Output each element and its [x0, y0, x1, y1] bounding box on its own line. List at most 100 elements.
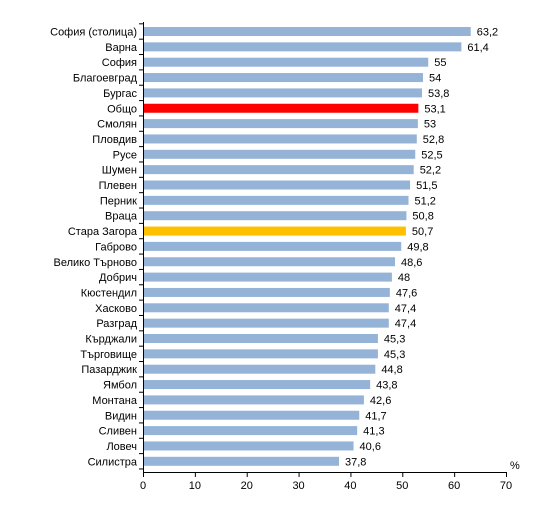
category-label: Видин — [105, 410, 137, 422]
bar — [144, 410, 360, 420]
data-label: 61,4 — [467, 42, 488, 54]
category-label: Враца — [105, 211, 138, 223]
category-label: Смолян — [97, 119, 137, 131]
x-tick-label: 50 — [396, 480, 408, 492]
bar — [144, 456, 340, 466]
category-label: Бургас — [103, 88, 137, 100]
data-label: 48,6 — [401, 257, 422, 269]
category-label: София (столица) — [50, 27, 137, 39]
data-label: 43,8 — [376, 380, 397, 392]
category-label: Монтана — [92, 395, 138, 407]
bar — [144, 303, 389, 313]
bar — [144, 334, 378, 343]
data-label: 47,4 — [395, 303, 416, 315]
data-label: 52,8 — [423, 134, 444, 146]
data-label: 51,2 — [415, 195, 436, 207]
data-label: 37,8 — [345, 456, 366, 468]
data-label: 53 — [424, 119, 436, 131]
bar — [144, 42, 462, 52]
category-label: Русе — [113, 149, 137, 161]
category-label: Пазарджик — [81, 364, 137, 376]
category-labels: София (столица) Варна София Благоевград Бург… — [50, 27, 138, 469]
category-label: Търговище — [80, 349, 137, 361]
category-label: Кърджали — [85, 334, 137, 346]
bars-layer — [144, 27, 471, 466]
category-label: Варна — [105, 42, 138, 54]
bar — [144, 272, 392, 282]
category-label: Благоевград — [73, 73, 138, 85]
data-label: 53,1 — [424, 103, 445, 115]
category-label: Ловеч — [106, 441, 137, 453]
x-tick-label: 0 — [140, 480, 146, 492]
bar — [144, 211, 407, 221]
category-label: Шумен — [102, 165, 137, 177]
data-label: 49,8 — [407, 241, 428, 253]
bar — [144, 318, 389, 328]
bar — [144, 241, 402, 251]
bar — [144, 226, 406, 236]
bar — [144, 88, 422, 98]
category-label: Сливен — [99, 426, 137, 438]
data-label: 47,6 — [396, 287, 417, 299]
data-label: 50,8 — [412, 211, 433, 223]
bar — [144, 57, 429, 67]
category-label: Разград — [96, 318, 137, 330]
category-label: Силистра — [88, 456, 138, 468]
bar — [144, 257, 396, 267]
x-axis: 0 10 20 30 40 50 60 70% — [139, 22, 520, 492]
bar — [144, 103, 419, 113]
bar — [144, 349, 378, 359]
category-label: Перник — [100, 195, 137, 207]
category-label: София — [102, 57, 137, 69]
x-tick-label: 30 — [292, 480, 304, 492]
x-unit-label: % — [510, 460, 520, 472]
data-label: 40,6 — [360, 441, 381, 453]
bar — [144, 380, 371, 390]
data-label: 52,5 — [421, 149, 442, 161]
data-label: 50,7 — [412, 226, 433, 238]
bar — [144, 165, 414, 175]
category-label: Кюстендил — [81, 287, 137, 299]
data-label: 54 — [429, 73, 441, 85]
data-label: 53,8 — [428, 88, 449, 100]
category-label: Плевен — [99, 180, 137, 192]
data-label: 44,8 — [381, 364, 402, 376]
bar — [144, 73, 424, 83]
data-label: 55 — [434, 57, 446, 69]
bar — [144, 364, 376, 374]
bar — [144, 27, 471, 36]
bar — [144, 134, 417, 144]
data-label: 41,3 — [363, 426, 384, 438]
category-label: Стара Загора — [68, 226, 138, 238]
x-tick-label: 10 — [189, 480, 201, 492]
data-label: 47,4 — [395, 318, 416, 330]
category-label: Хасково — [95, 303, 137, 315]
data-label: 63,2 — [477, 27, 498, 39]
category-label: Пловдив — [92, 134, 137, 146]
bar — [144, 395, 364, 405]
category-label: Добрич — [99, 272, 137, 284]
data-label: 48 — [398, 272, 410, 284]
x-tick-label: 60 — [448, 480, 460, 492]
data-label: 51,5 — [416, 180, 437, 192]
x-tick-label: 70 — [500, 480, 512, 492]
data-label: 42,6 — [370, 395, 391, 407]
data-label: 41,7 — [365, 410, 386, 422]
category-label: Общо — [107, 103, 137, 115]
bar — [144, 287, 390, 297]
category-label: Велико Търново — [53, 257, 137, 269]
category-label: Ямбол — [103, 380, 137, 392]
value-labels: 63,2 61,4 55 54 53,8 53,1 53 52,8 52,5 52,2 51,5 51… — [345, 27, 498, 469]
bar — [144, 195, 409, 205]
data-label: 52,2 — [420, 165, 441, 177]
data-label: 45,3 — [384, 334, 405, 346]
x-tick-label: 20 — [241, 480, 253, 492]
bar — [144, 441, 354, 451]
bar — [144, 149, 416, 159]
bar — [144, 426, 358, 436]
bar — [144, 180, 411, 190]
data-label: 45,3 — [384, 349, 405, 361]
x-tick-label: 40 — [344, 480, 356, 492]
